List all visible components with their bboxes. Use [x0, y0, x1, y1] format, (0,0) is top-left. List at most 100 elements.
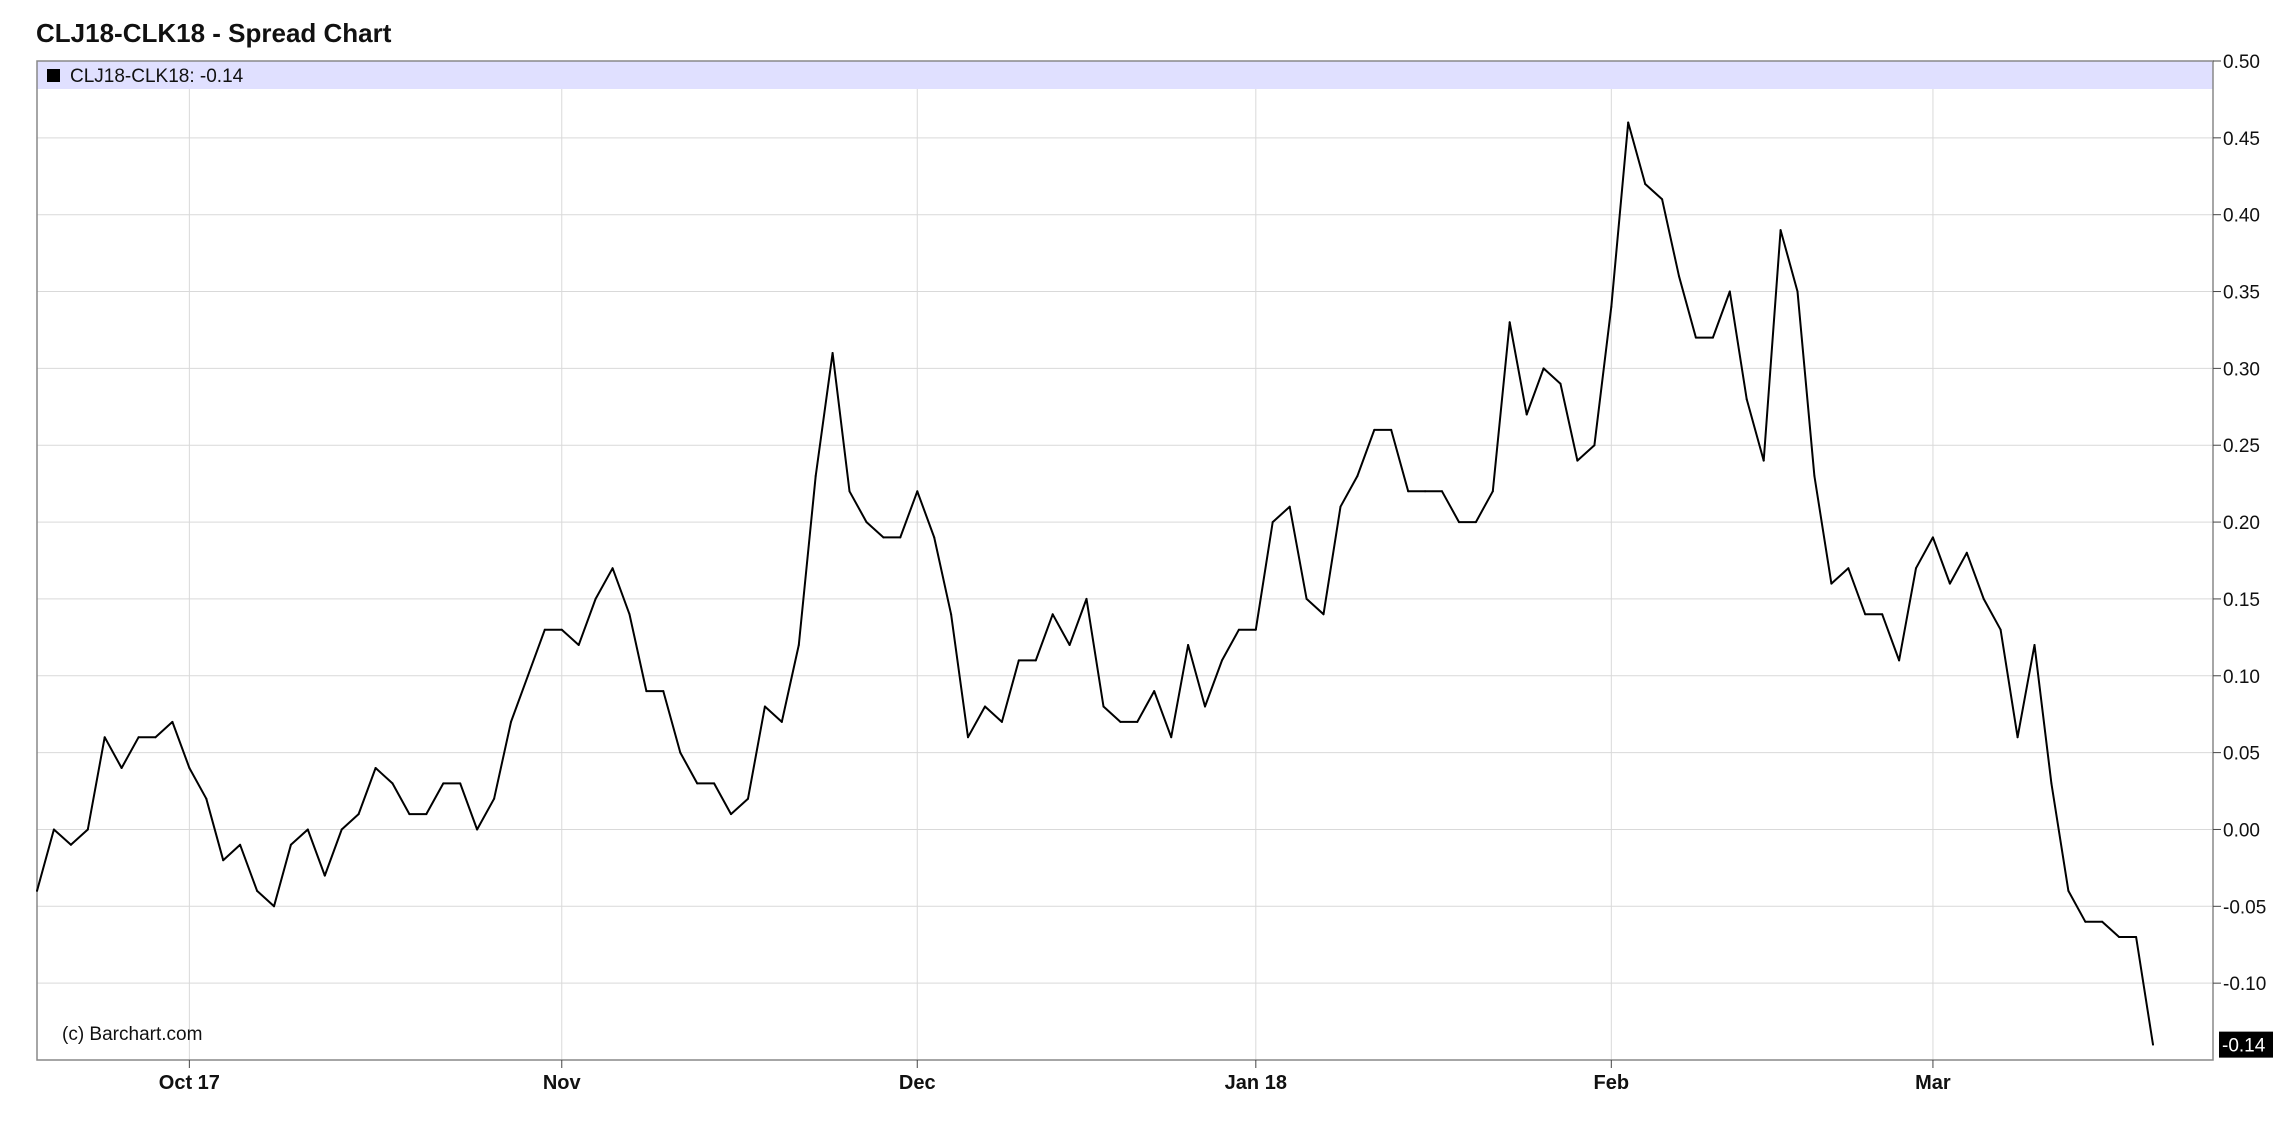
data-point — [1948, 582, 1951, 585]
data-point — [1339, 505, 1342, 508]
data-point — [2050, 782, 2053, 785]
chart-title: CLJ18-CLK18 - Spread Chart — [36, 18, 392, 48]
data-point — [425, 813, 428, 816]
data-point — [476, 828, 479, 831]
data-point — [1441, 490, 1443, 493]
data-point — [323, 874, 326, 877]
data-point — [442, 782, 445, 785]
data-point — [52, 828, 55, 831]
data-point — [1221, 659, 1223, 662]
data-point — [1762, 459, 1765, 462]
data-point — [1288, 505, 1291, 508]
data-point — [1576, 459, 1579, 462]
data-point — [1458, 521, 1460, 524]
axis-layer: 0.50 0.45 0.40 0.35 0.30 0.25 0.20 0.15 0.10 0.05… — [159, 52, 2273, 1094]
data-point — [374, 767, 377, 769]
data-point — [1728, 290, 1731, 293]
data-point — [1830, 582, 1833, 585]
data-point — [171, 720, 174, 723]
x-tick-label: Nov — [543, 1072, 582, 1094]
data-point — [408, 813, 411, 816]
data-point — [36, 889, 38, 892]
data-point — [730, 813, 732, 816]
data-point — [1796, 290, 1799, 293]
data-point — [1170, 736, 1173, 739]
data-point — [222, 859, 225, 862]
data-point — [780, 720, 783, 723]
data-point — [679, 751, 682, 754]
data-point — [1271, 521, 1274, 524]
data-point — [1745, 398, 1748, 401]
data-point — [577, 644, 580, 646]
data-point — [103, 736, 106, 739]
data-point — [1813, 475, 1816, 477]
data-point — [1779, 229, 1782, 232]
data-point — [2101, 920, 2104, 923]
data-point — [1644, 183, 1647, 185]
data-point — [1085, 597, 1088, 600]
data-point — [1119, 720, 1122, 723]
data-point — [1187, 644, 1190, 646]
data-point — [1322, 613, 1325, 616]
plot-frame — [36, 60, 2214, 1061]
data-point — [137, 736, 140, 739]
data-point — [1542, 367, 1545, 370]
x-tick-label: Feb — [1594, 1072, 1630, 1094]
data-point — [1559, 382, 1562, 385]
data-point — [1982, 597, 1985, 600]
data-point — [611, 567, 614, 570]
y-tick-label: 0.20 — [2223, 513, 2260, 534]
data-point — [1627, 121, 1630, 124]
data-point — [1965, 551, 1968, 554]
legend-swatch — [47, 69, 60, 82]
data-point — [1847, 567, 1850, 570]
data-point — [526, 674, 529, 677]
y-tick-label: 0.10 — [2223, 667, 2260, 688]
y-tick-label: 0.30 — [2223, 359, 2260, 380]
data-point — [86, 828, 89, 831]
data-point — [1711, 336, 1714, 339]
y-tick-label: 0.35 — [2223, 283, 2260, 304]
data-point — [188, 767, 191, 769]
data-point — [1237, 628, 1240, 631]
data-point — [645, 690, 648, 693]
data-point — [594, 597, 597, 600]
data-point — [391, 782, 394, 785]
data-point — [1999, 628, 2002, 631]
data-point — [154, 736, 157, 739]
data-point — [1593, 444, 1596, 447]
data-point — [1407, 490, 1410, 493]
data-point — [950, 613, 953, 616]
data-point — [1881, 613, 1884, 616]
y-tick-label: 0.45 — [2223, 129, 2260, 150]
data-point — [933, 536, 936, 539]
legend-label: CLJ18-CLK18: -0.14 — [70, 66, 244, 87]
data-point — [967, 736, 969, 739]
data-point — [916, 490, 919, 493]
data-point — [662, 690, 665, 693]
y-tick-label: -0.10 — [2223, 974, 2266, 995]
x-tick-label: Mar — [1915, 1072, 1951, 1094]
data-point — [1931, 536, 1934, 539]
data-point — [1474, 521, 1477, 524]
data-point — [1525, 413, 1528, 416]
data-point — [2152, 1043, 2154, 1046]
data-point — [256, 889, 259, 892]
data-point — [713, 782, 716, 785]
data-point — [848, 490, 851, 493]
data-point — [865, 521, 868, 524]
data-point — [1068, 644, 1071, 646]
data-point — [1051, 613, 1054, 616]
data-point — [1102, 705, 1105, 708]
data-point — [1000, 720, 1003, 723]
data-point — [340, 828, 343, 831]
data-point — [357, 813, 360, 816]
data-point — [814, 475, 817, 477]
data-point — [1373, 428, 1376, 431]
data-point — [696, 782, 699, 785]
data-point — [899, 536, 902, 539]
data-point — [1356, 475, 1359, 477]
series-line — [36, 121, 2154, 1045]
data-point — [1254, 628, 1257, 631]
